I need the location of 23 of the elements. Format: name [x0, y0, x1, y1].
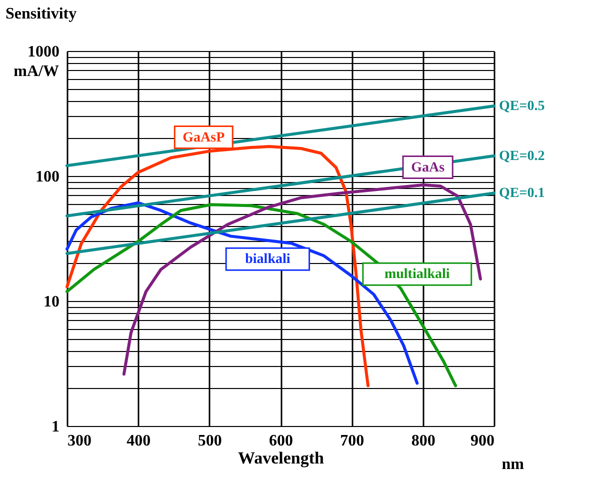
y-tick-label: 10 [44, 294, 60, 310]
y-tick-label: 100 [36, 168, 60, 186]
x-tick-label: 600 [269, 432, 293, 450]
text: mA/W [14, 63, 59, 80]
x-tick-label: 300 [68, 432, 92, 450]
y-tick-label: 1 [52, 418, 60, 436]
line-series [122, 183, 482, 376]
series-label: bialkali [245, 252, 290, 268]
x-tick-label: 700 [340, 432, 364, 450]
series-label: GaAs [411, 160, 446, 176]
x-tick-label: 800 [411, 432, 436, 450]
text: nm [502, 456, 525, 473]
y-axis-title: Sensitivity [6, 6, 77, 22]
series-label: QE=0.1 [499, 186, 545, 202]
y-tick-label: 1000 [28, 44, 60, 60]
series-label: QE=0.2 [499, 148, 545, 164]
x-tick-label: 900 [470, 432, 494, 450]
x-axis-title: Wavelength [238, 448, 325, 468]
series-label: GaAsP [182, 130, 226, 146]
x-tick-label: 400 [126, 432, 151, 450]
series-label: QE=0.5 [499, 99, 545, 114]
x-tick-label: 500 [198, 432, 222, 450]
series-label: multialkali [384, 267, 450, 282]
